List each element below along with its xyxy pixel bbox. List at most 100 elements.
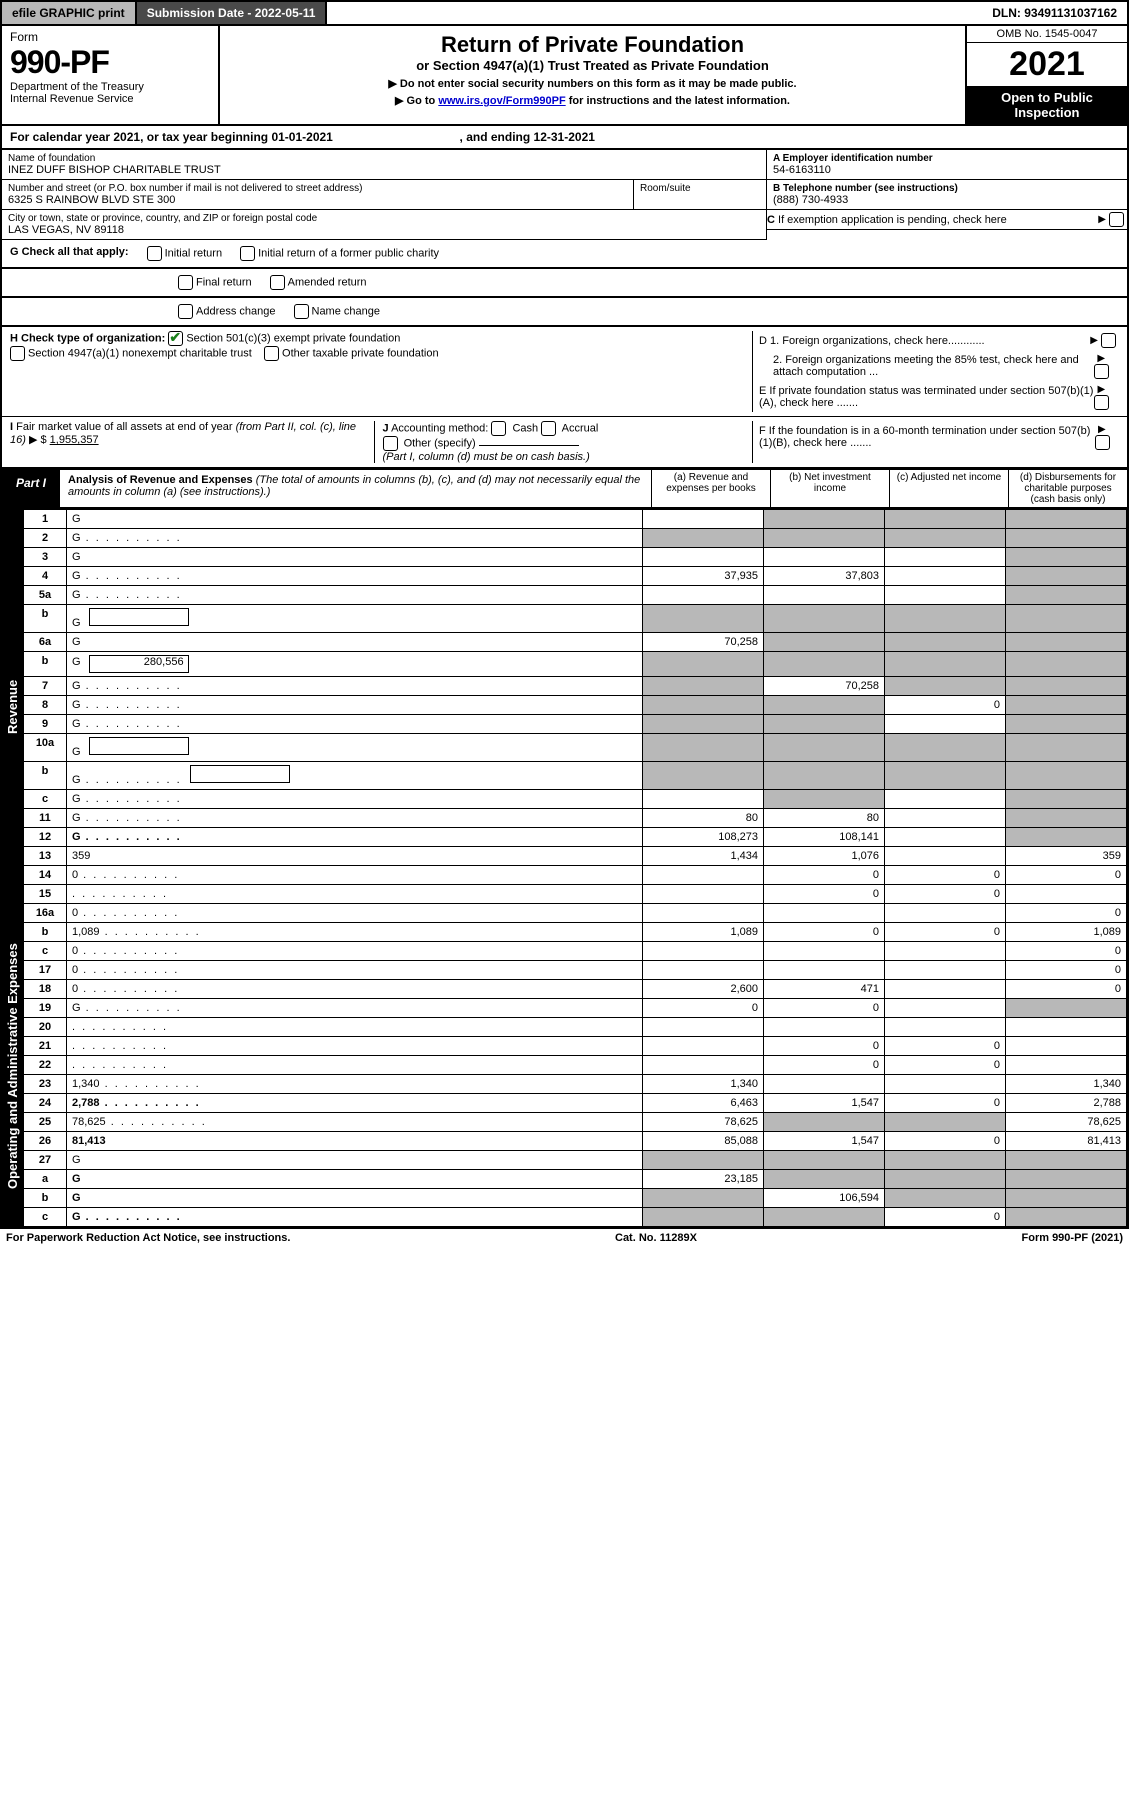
table-row: 11G8080: [24, 809, 1127, 828]
cell-d: [1006, 696, 1127, 715]
check-501c3[interactable]: [168, 331, 183, 346]
line-number: 15: [24, 885, 67, 904]
check-f[interactable]: [1095, 435, 1110, 450]
cell-d: [1006, 677, 1127, 696]
cell-c: [885, 999, 1006, 1018]
cell-a: 0: [643, 999, 764, 1018]
city-label: City or town, state or province, country…: [8, 213, 760, 224]
cell-d: [1006, 809, 1127, 828]
line-number: 17: [24, 961, 67, 980]
footer-mid: Cat. No. 11289X: [615, 1232, 697, 1244]
line-description: G: [67, 567, 643, 586]
line-number: 3: [24, 548, 67, 567]
cell-d: [1006, 510, 1127, 529]
cell-c: [885, 677, 1006, 696]
check-final-return[interactable]: [178, 275, 193, 290]
line-description: 0: [67, 942, 643, 961]
col-c-header: (c) Adjusted net income: [889, 470, 1008, 507]
line-description: 0: [67, 980, 643, 999]
cell-a: [643, 715, 764, 734]
line-number: 11: [24, 809, 67, 828]
cell-a: [643, 734, 764, 762]
line-number: 21: [24, 1037, 67, 1056]
header-left: Form 990-PF Department of the Treasury I…: [2, 26, 220, 124]
check-c[interactable]: [1109, 212, 1124, 227]
table-row: 3G: [24, 548, 1127, 567]
dept-irs: Internal Revenue Service: [10, 93, 210, 105]
i-value: 1,955,357: [50, 434, 99, 446]
financial-table: 1G2G3G4G37,93537,8035aGbG6aG70,258bG280,…: [23, 509, 1127, 1227]
table-row: 12G108,273108,141: [24, 828, 1127, 847]
cell-c: [885, 586, 1006, 605]
cell-d: [1006, 548, 1127, 567]
part-1-header: Part I Analysis of Revenue and Expenses …: [0, 469, 1129, 509]
line-description: 1,340: [67, 1075, 643, 1094]
table-row: 19G00: [24, 999, 1127, 1018]
table-row: 231,3401,3401,340: [24, 1075, 1127, 1094]
line-description: G: [67, 605, 643, 633]
efile-print-button[interactable]: efile GRAPHIC print: [2, 2, 137, 24]
check-other-method[interactable]: [383, 436, 398, 451]
line-number: 23: [24, 1075, 67, 1094]
line-description: G: [67, 633, 643, 652]
table-row: 16a00: [24, 904, 1127, 923]
omb-number: OMB No. 1545-0047: [967, 26, 1127, 43]
dln-label: DLN: 93491131037162: [982, 2, 1127, 24]
check-amended-return[interactable]: [270, 275, 285, 290]
check-cash[interactable]: [491, 421, 506, 436]
cell-c: [885, 715, 1006, 734]
line-description: 81,413: [67, 1132, 643, 1151]
cell-a: 2,600: [643, 980, 764, 999]
cell-c: [885, 762, 1006, 790]
cell-c: [885, 1075, 1006, 1094]
line-description: G: [67, 1208, 643, 1227]
check-e[interactable]: [1094, 395, 1109, 410]
check-name-change[interactable]: [294, 304, 309, 319]
cell-a: [643, 548, 764, 567]
cell-d: 81,413: [1006, 1132, 1127, 1151]
line-description: 2,788: [67, 1094, 643, 1113]
table-row: 9G: [24, 715, 1127, 734]
cell-c: [885, 734, 1006, 762]
check-initial-return[interactable]: [147, 246, 162, 261]
cell-d: [1006, 567, 1127, 586]
cell-a: [643, 510, 764, 529]
check-accrual[interactable]: [541, 421, 556, 436]
table-row: bG106,594: [24, 1189, 1127, 1208]
check-4947a1[interactable]: [10, 346, 25, 361]
check-d1[interactable]: [1101, 333, 1116, 348]
check-d2[interactable]: [1094, 364, 1109, 379]
line-number: 1: [24, 510, 67, 529]
footer-right: Form 990-PF (2021): [1022, 1232, 1124, 1244]
check-other-taxable[interactable]: [264, 346, 279, 361]
form-link[interactable]: www.irs.gov/Form990PF: [438, 95, 565, 107]
cell-b: [764, 529, 885, 548]
j-label: J Accounting method:: [383, 422, 489, 434]
cell-d: [1006, 586, 1127, 605]
cell-c: 0: [885, 885, 1006, 904]
cell-a: 108,273: [643, 828, 764, 847]
cell-d: [1006, 605, 1127, 633]
cell-d: 0: [1006, 980, 1127, 999]
room-label: Room/suite: [640, 183, 760, 194]
line-number: 9: [24, 715, 67, 734]
cell-c: [885, 847, 1006, 866]
cell-a: [643, 1189, 764, 1208]
cell-b: 0: [764, 999, 885, 1018]
cell-a: 37,935: [643, 567, 764, 586]
cell-b: 37,803: [764, 567, 885, 586]
table-row: 140000: [24, 866, 1127, 885]
tax-year: 2021: [967, 43, 1127, 86]
check-initial-former[interactable]: [240, 246, 255, 261]
section-g-row2: Final return Amended return: [0, 269, 1129, 298]
check-address-change[interactable]: [178, 304, 193, 319]
ein-label: A Employer identification number: [773, 153, 1121, 164]
table-row: 1G: [24, 510, 1127, 529]
cell-b: [764, 734, 885, 762]
cell-b: [764, 790, 885, 809]
cell-a: [643, 1151, 764, 1170]
cell-c: [885, 1189, 1006, 1208]
line-description: [67, 1018, 643, 1037]
line-description: G: [67, 734, 643, 762]
cell-c: [885, 633, 1006, 652]
